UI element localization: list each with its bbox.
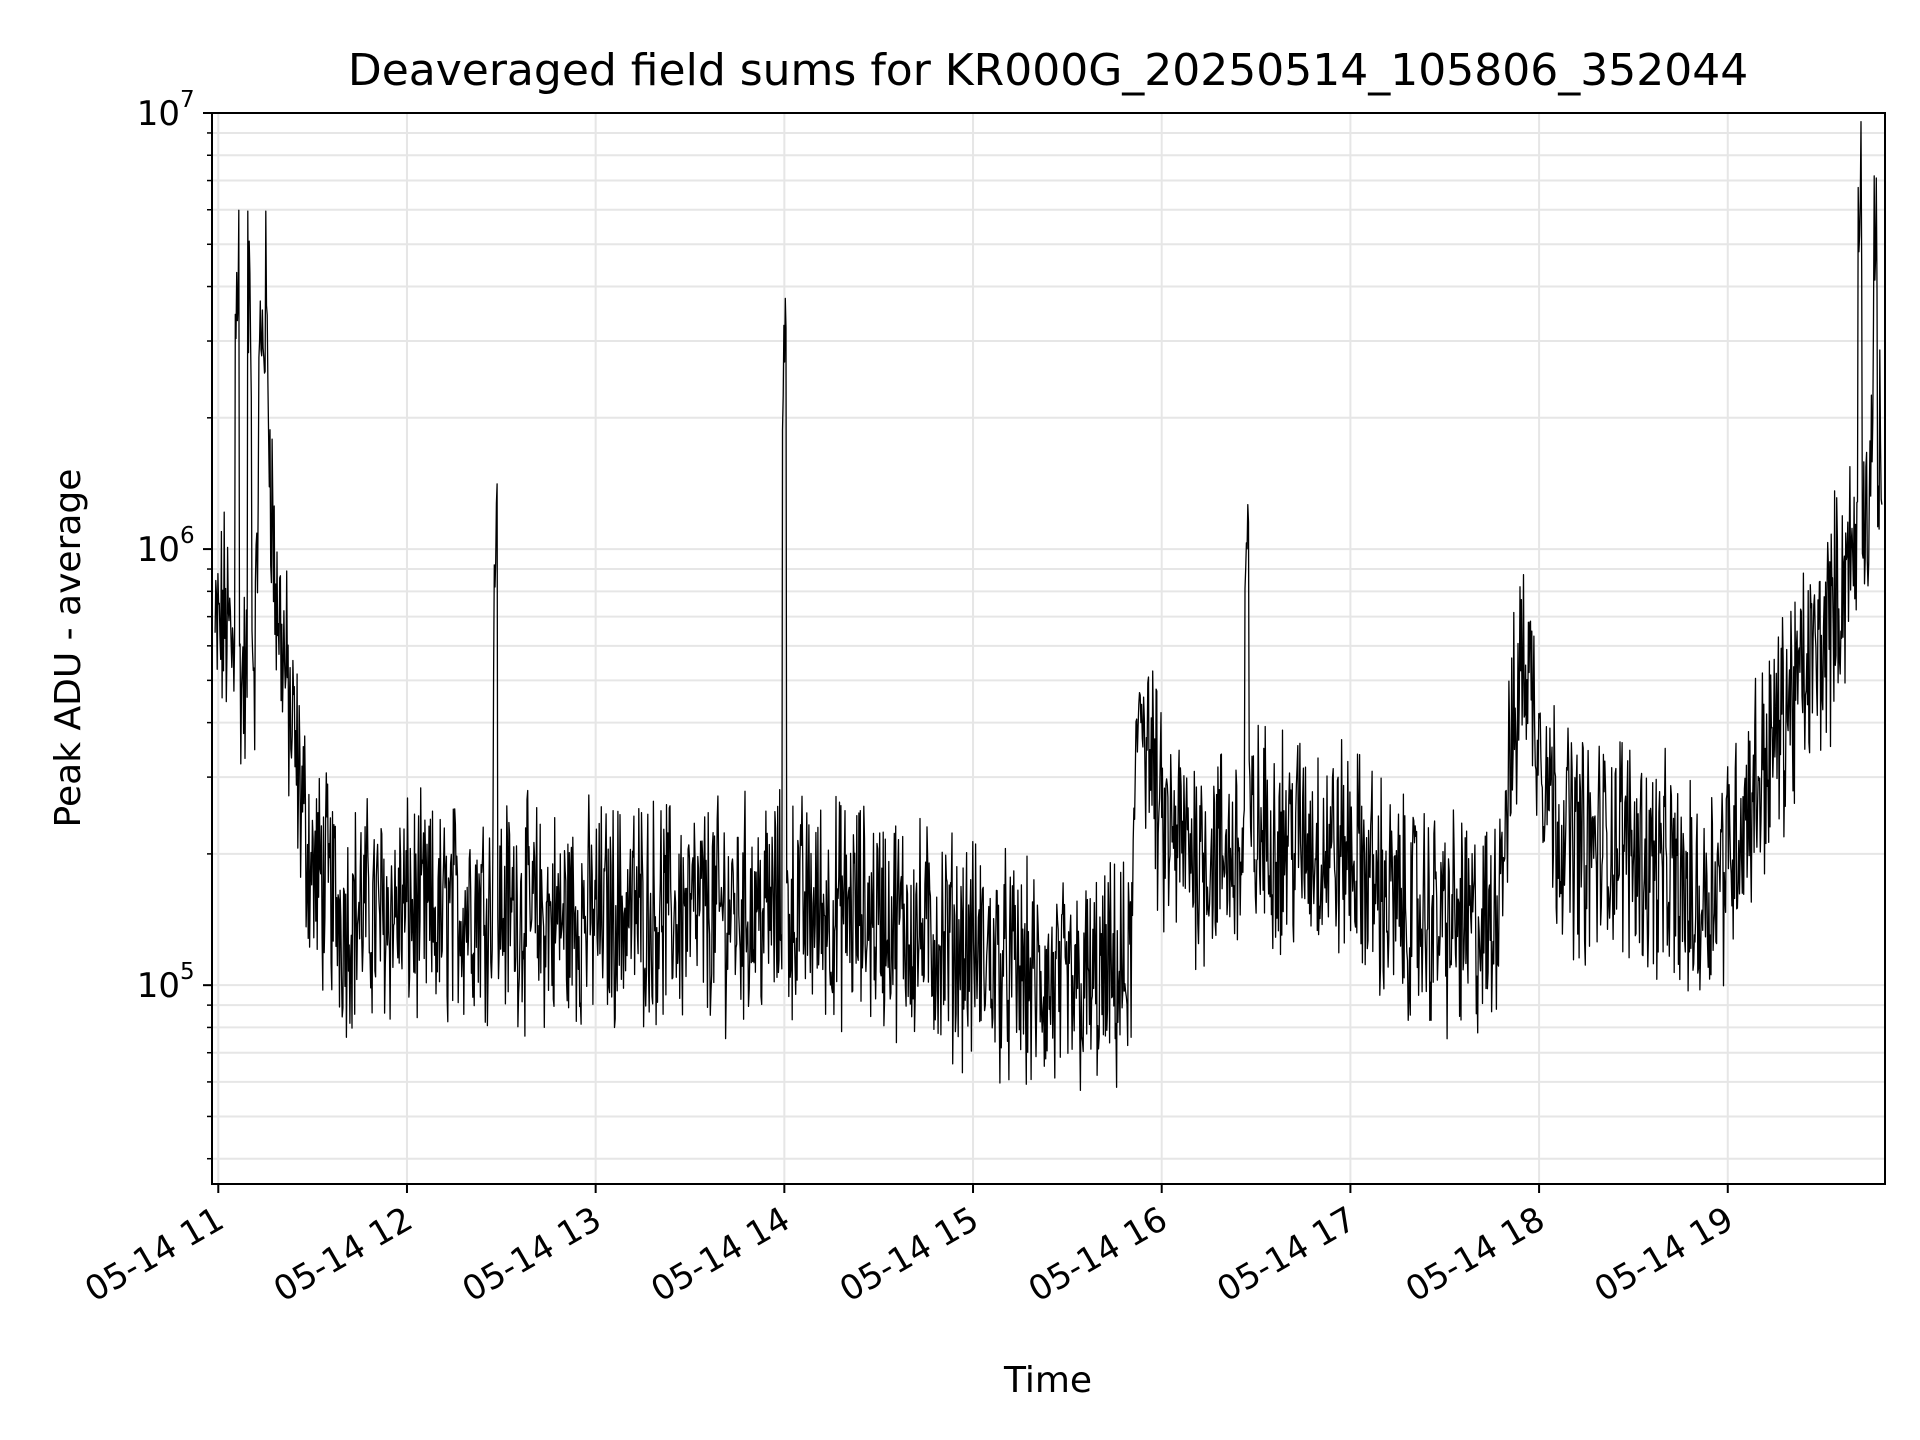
y-tick-exponent: 5 [180,959,195,985]
y-tick-exponent: 7 [180,87,195,113]
x-tick-label: 05-14 12 [267,1199,419,1310]
chart-title: Deaveraged field sums for KR000G_2025051… [348,45,1748,96]
ticks: 05-14 11 05-14 12 05-14 13 05-14 14 05-14 15… [78,87,1740,1310]
series-layer [214,121,1883,1092]
x-tick-label: 05-14 18 [1399,1199,1551,1310]
series-line [214,121,1883,1092]
x-tick-label: 05-14 16 [1022,1199,1174,1310]
plot-frame [211,112,1886,1185]
x-tick-label: 05-14 14 [644,1199,796,1310]
x-tick-label: 05-14 15 [833,1199,985,1310]
x-tick-label: 05-14 17 [1211,1199,1363,1310]
y-axis-label: Peak ADU - average [48,469,89,828]
y-tick-label: 10 [137,94,180,134]
x-tick-label: 05-14 19 [1588,1199,1740,1310]
y-tick-exponent: 6 [180,523,195,549]
x-tick-label: 05-14 13 [456,1199,608,1310]
x-axis-label: Time [1003,1360,1092,1401]
grid [212,113,1885,1184]
x-tick-label: 05-14 11 [78,1199,230,1310]
y-tick-label: 10 [137,966,180,1006]
y-tick-label: 10 [137,530,180,570]
